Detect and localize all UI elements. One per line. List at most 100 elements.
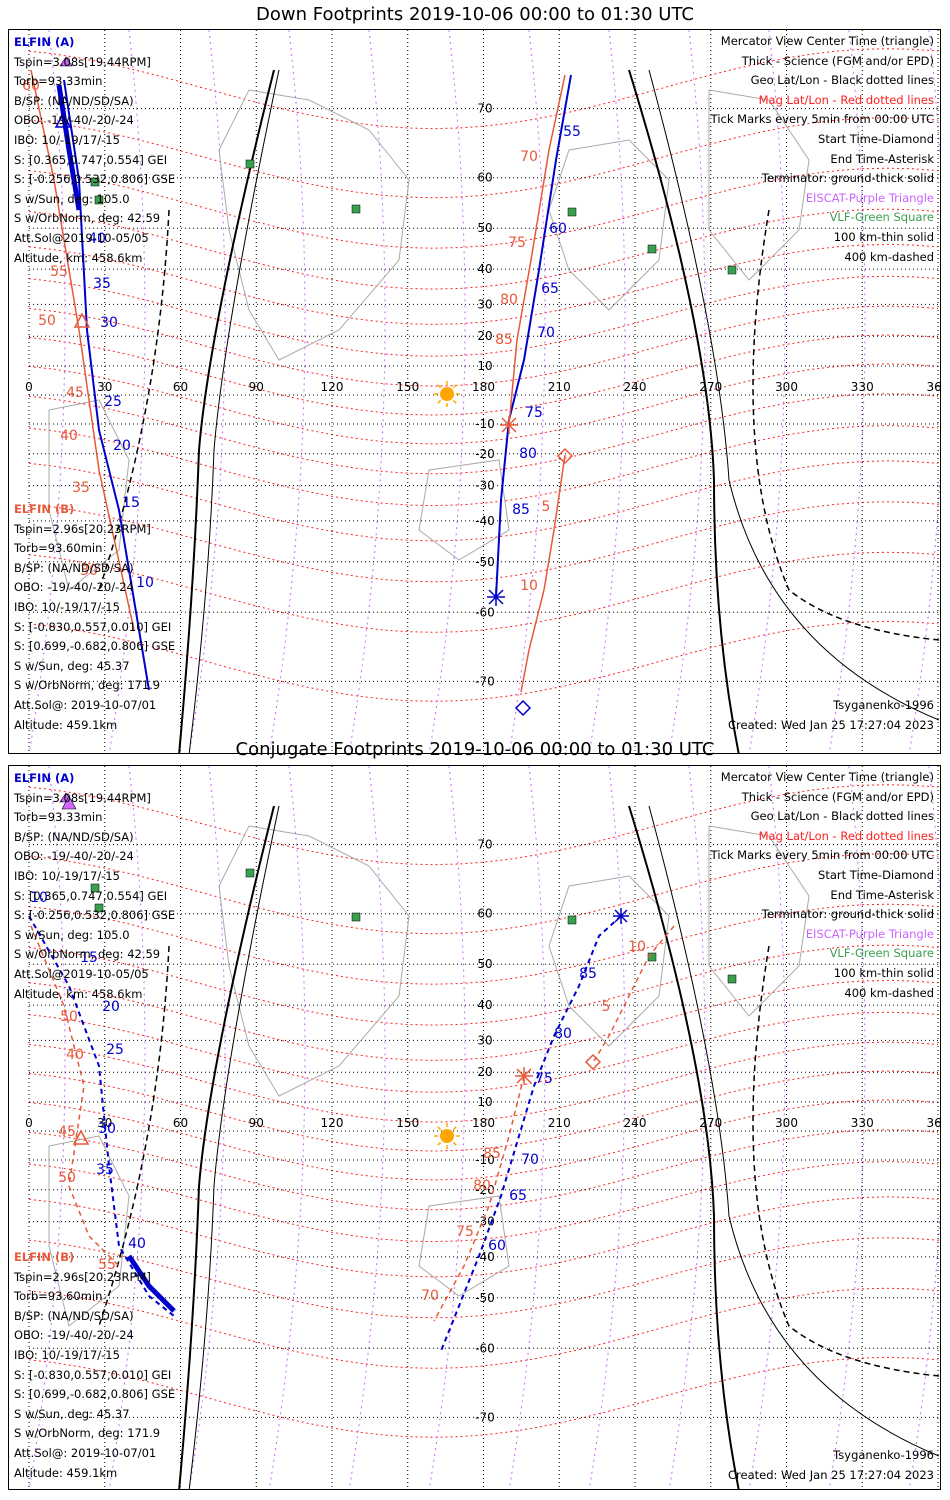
elfin-a-time-label: 20 — [102, 999, 120, 1015]
terminator-400km — [98, 945, 170, 1327]
vlf-station-icon — [647, 244, 657, 254]
info-line: Tspin=3.08s[19.44RPM] — [14, 790, 151, 805]
elfin-a-time-label: 25 — [106, 1042, 124, 1058]
mag-lon-line — [268, 30, 306, 753]
info-line: S: [-0.256,0.532,0.806] GSE — [14, 908, 176, 923]
vlf-station-icon — [94, 903, 104, 913]
elfin-a-time-label: 30 — [98, 1121, 116, 1137]
mag-lon-line — [108, 766, 146, 1489]
elfin-a-time-label: 75 — [535, 1071, 553, 1087]
mag-lat-line — [28, 363, 939, 445]
info-line: S: [-0.256,0.532,0.806] GSE — [14, 172, 176, 187]
coastline — [218, 89, 410, 361]
elfin-b-track — [30, 925, 120, 1267]
elfin-a-time-label: 40 — [128, 1236, 146, 1252]
elfin-a-time-label: 25 — [104, 394, 122, 410]
model-credit: Tsyganenko-1996 — [833, 1448, 934, 1462]
legend-item: Terminator: ground-thick solid — [761, 907, 934, 922]
lat-tick-label: -20 — [475, 447, 495, 461]
elfin-b-time-label: 45 — [66, 385, 84, 401]
center-triangle-icon — [54, 112, 72, 128]
elfin-a-time-label: 30 — [100, 315, 118, 331]
lat-tick-label: 60 — [477, 171, 492, 185]
elfin-a-science-track — [56, 84, 82, 211]
lat-tick-label: -30 — [475, 479, 495, 493]
info-line: S w/Sun, deg: 45.37 — [14, 1406, 130, 1421]
terminator-ground — [628, 805, 740, 1489]
info-line: B/SP: (NA/ND/SD/SA) — [14, 1308, 134, 1323]
legend-item: End Time-Asterisk — [830, 887, 934, 902]
lon-tick-label: 330 — [851, 1116, 874, 1130]
mag-lat-line — [28, 1011, 939, 1093]
mag-lon-line — [588, 30, 626, 753]
terminator-400km — [752, 945, 940, 1377]
elfin-a-track — [28, 915, 175, 1317]
terminator-100km — [648, 69, 940, 721]
info-line: Altitude, km: 458.6km — [14, 986, 143, 1001]
legend-item: EISCAT-Purple Triangle — [805, 190, 934, 205]
end-asterisk-icon — [515, 1067, 533, 1085]
elfin-b-time-label: 40 — [66, 1047, 84, 1063]
elfin-b-time-label: 5 — [602, 999, 611, 1015]
sun-ray — [452, 399, 457, 404]
legend-item: Start Time-Diamond — [818, 131, 934, 146]
lon-tick-label: 30 — [97, 380, 112, 394]
info-line: S: [-0.830,0.557,0.010] GEI — [14, 1367, 172, 1382]
vlf-station-icon — [567, 207, 577, 217]
elfin-a-time-label: 35 — [93, 276, 111, 292]
mag-lat-line — [28, 1099, 939, 1181]
elfin-a-track — [63, 79, 150, 691]
lat-tick-label: 60 — [477, 907, 492, 921]
mag-lon-line — [828, 30, 866, 753]
elfin-b-track — [433, 1075, 525, 1322]
elfin-b-time-label: 75 — [456, 1224, 474, 1240]
legend-item: Mercator View Center Time (triangle) — [720, 34, 934, 48]
mag-lon-line — [748, 766, 786, 1489]
lat-tick-label: 20 — [477, 329, 492, 343]
legend-item: EISCAT-Purple Triangle — [805, 926, 934, 941]
lon-tick-label: 90 — [249, 1116, 264, 1130]
mag-lon-line — [188, 30, 226, 753]
elfin-a-time-label: 65 — [541, 281, 559, 297]
elfin-a-track — [495, 74, 572, 598]
elfin-b-time-label: 50 — [60, 1009, 78, 1025]
lat-tick-label: 70 — [477, 102, 492, 116]
lat-tick-label: 50 — [477, 221, 492, 235]
legend: Mercator View Center Time (triangle) Thic… — [711, 32, 934, 267]
map-canvas: 0306090120150180210240270300330360706050… — [25, 766, 940, 1489]
info-line: S: [0.365,0.747,0.554] GEI — [14, 152, 168, 167]
elfin-b-header: ELFIN (B) — [14, 1250, 75, 1264]
elfin-a-info: ELFIN (A) Tspin=3.08s[19.44RPM] Torb=93.3… — [14, 33, 175, 268]
vlf-station-icon — [90, 177, 100, 187]
legend-item: VLF-Green Square — [829, 210, 934, 225]
elfin-b-time-label: 45 — [58, 1124, 76, 1140]
elfin-b-time-label: 5 — [542, 499, 551, 515]
lat-tick-label: -60 — [475, 1341, 495, 1355]
elfin-a-time-label: 70 — [521, 1152, 539, 1168]
map-canvas: 0306090120150180210240270300330360706050… — [22, 30, 940, 753]
elfin-b-time-label: 55 — [98, 1257, 116, 1273]
mag-lon-line — [588, 766, 626, 1489]
lat-tick-label: -70 — [475, 1410, 495, 1424]
elfin-b-time-label: 10 — [520, 578, 538, 594]
info-line: S w/OrbNorm, deg: 42.59 — [14, 947, 161, 962]
info-line: B/SP: (NA/ND/SD/SA) — [14, 829, 134, 844]
info-line: Att.Sol@: 2019-10-07/01 — [14, 697, 157, 712]
end-asterisk-icon — [613, 908, 629, 924]
info-line: Torb=93.33min — [14, 74, 103, 89]
lat-tick-label: -10 — [475, 417, 495, 431]
elfin-a-time-label: 85 — [512, 502, 530, 518]
lon-tick-label: 150 — [396, 380, 419, 394]
lat-tick-label: 10 — [477, 359, 492, 373]
elfin-a-time-label: 15 — [122, 495, 140, 511]
info-line: OBO: -19/-40/-20/-24 — [14, 113, 134, 128]
info-line: OBO: -19/-40/-20/-24 — [14, 580, 134, 595]
lon-tick-label: 210 — [548, 1116, 571, 1130]
elfin-b-time-label: 30 — [80, 563, 98, 579]
lat-tick-label: 40 — [477, 998, 492, 1012]
info-line: S w/Sun, deg: 45.37 — [14, 658, 130, 673]
legend-item: Tick Marks every 5min from 00:00 UTC — [710, 112, 934, 127]
elfin-a-time-label: 60 — [549, 221, 567, 237]
lat-tick-label: -40 — [475, 514, 495, 528]
lat-tick-label: -50 — [475, 555, 495, 569]
